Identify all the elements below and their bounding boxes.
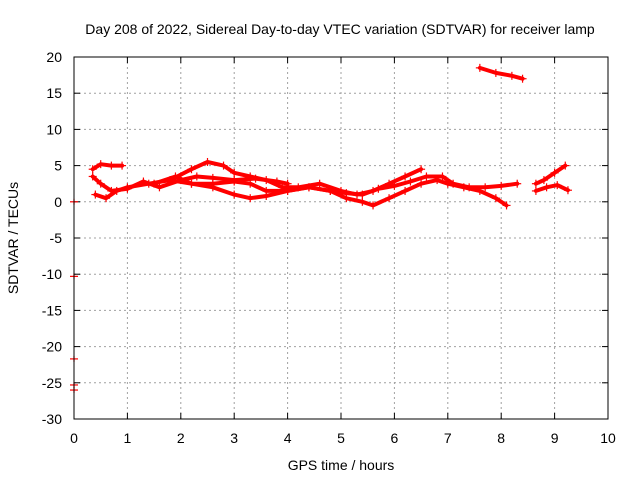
x-tick-label: 0: [70, 430, 78, 446]
x-tick-label: 5: [337, 430, 345, 446]
data-point: [422, 172, 431, 181]
data-point: [123, 183, 132, 192]
data-point: [438, 172, 447, 181]
data-point: [531, 186, 540, 195]
data-point: [502, 201, 511, 210]
data-point: [465, 183, 474, 192]
x-tick-label: 4: [284, 430, 292, 446]
data-point: [563, 186, 572, 195]
x-tick-label: 8: [497, 430, 505, 446]
data-point: [369, 201, 378, 210]
y-tick-label: 15: [46, 85, 62, 101]
data-point: [150, 179, 159, 188]
x-tick-label: 3: [230, 430, 238, 446]
x-tick-label: 7: [444, 430, 452, 446]
data-point: [246, 194, 255, 203]
data-point: [219, 161, 228, 170]
y-tick-labels: 20 15 10 5 0 -5 -10 -15 -20 -25 -30: [42, 49, 62, 427]
data-point: [187, 179, 196, 188]
data-point: [246, 172, 255, 181]
data-point: [417, 179, 426, 188]
chart-title: Day 208 of 2022, Sidereal Day-to-day VTE…: [85, 21, 595, 37]
data-point: [230, 190, 239, 199]
data-point: [491, 194, 500, 203]
data-point: [513, 179, 522, 188]
y-tick-label: -5: [50, 230, 63, 246]
data-point: [91, 190, 100, 199]
y-tick-label: -10: [42, 266, 62, 282]
data-point: [155, 183, 164, 192]
x-tick-label: 9: [551, 430, 559, 446]
y-tick-label: -15: [42, 302, 62, 318]
data-point: [283, 186, 292, 195]
data-point: [497, 181, 506, 190]
data-point: [262, 176, 271, 185]
data-point: [401, 172, 410, 181]
data-point: [88, 172, 97, 181]
y-tick-label: 5: [54, 158, 62, 174]
data-series-s1: [90, 162, 125, 172]
data-point: [518, 74, 527, 83]
data-point: [187, 165, 196, 174]
data-point: [550, 168, 559, 177]
data-point: [246, 179, 255, 188]
data-point: [401, 186, 410, 195]
data-point: [561, 161, 570, 170]
y-tick-label: -20: [42, 339, 62, 355]
data-series-s7: [533, 163, 568, 186]
x-tick-label: 2: [177, 430, 185, 446]
data-point: [531, 179, 540, 188]
data-point: [208, 179, 217, 188]
data-point: [390, 181, 399, 190]
data-point: [358, 197, 367, 206]
data-point: [491, 68, 500, 77]
y-tick-label: 20: [46, 49, 62, 65]
data-point: [326, 186, 335, 195]
data-point: [102, 194, 111, 203]
data-point: [118, 161, 127, 170]
data-point: [449, 179, 458, 188]
data-point: [542, 183, 551, 192]
grid: [74, 57, 608, 419]
data-point: [417, 165, 426, 174]
data-point: [385, 194, 394, 203]
data-point: [507, 71, 516, 80]
x-tick-label: 10: [600, 430, 616, 446]
data-point: [192, 172, 201, 181]
data-series-s8: [533, 183, 570, 193]
data-point: [358, 190, 367, 199]
data-point: [112, 186, 121, 195]
data-point: [539, 176, 548, 185]
data-point: [230, 168, 239, 177]
data-point: [88, 165, 97, 174]
data-point: [304, 183, 313, 192]
x-tick-labels: 0 1 2 3 4 5 6 7 8 9 10: [70, 430, 616, 446]
plot-frame: [73, 56, 609, 420]
x-tick-label: 6: [391, 430, 399, 446]
x-axis-label: GPS time / hours: [288, 457, 395, 473]
data-point: [481, 183, 490, 192]
data-point: [475, 63, 484, 72]
x-tick-label: 1: [124, 430, 132, 446]
y-tick-label: 0: [54, 194, 62, 210]
data-point: [96, 179, 105, 188]
data-point: [553, 181, 562, 190]
data-point: [230, 177, 239, 186]
data-point: [203, 157, 212, 166]
data-point: [374, 184, 383, 193]
y-tick-label: -25: [42, 375, 62, 391]
y-tick-label: -30: [42, 411, 62, 427]
data-series-s6: [477, 65, 525, 81]
data-point: [406, 177, 415, 186]
data-point: [166, 176, 175, 185]
y-axis-label: SDTVAR / TECUs: [5, 182, 21, 294]
data-point: [315, 179, 324, 188]
series-layer: [88, 63, 572, 210]
data-point: [107, 161, 116, 170]
data-point: [96, 160, 105, 169]
data-point: [342, 189, 351, 198]
data-point: [262, 186, 271, 195]
y-tick-label: 10: [46, 121, 62, 137]
